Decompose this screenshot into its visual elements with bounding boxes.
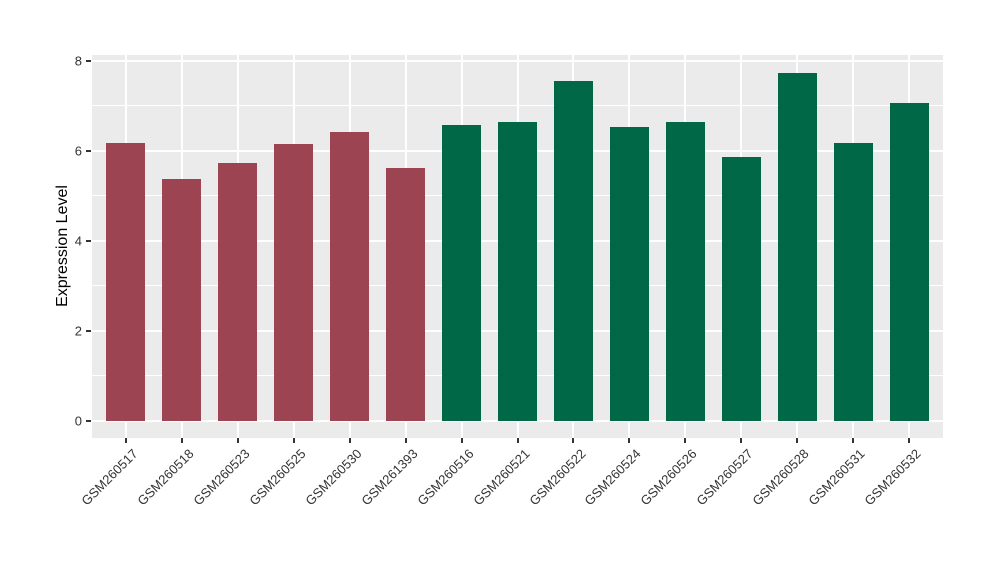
bar bbox=[497, 121, 538, 421]
bar bbox=[105, 142, 146, 421]
bar bbox=[609, 126, 650, 421]
bar bbox=[217, 162, 258, 421]
x-tick-mark bbox=[572, 438, 575, 443]
bar bbox=[833, 143, 873, 421]
x-tick-mark bbox=[516, 438, 519, 443]
y-tick-mark bbox=[86, 59, 91, 62]
y-tick-mark bbox=[86, 239, 91, 242]
y-tick-label: 0 bbox=[74, 413, 82, 429]
x-tick-mark bbox=[124, 438, 127, 443]
y-tick-mark bbox=[86, 419, 91, 422]
x-tick-mark bbox=[740, 438, 743, 443]
x-tick-mark bbox=[348, 438, 351, 443]
bar bbox=[329, 131, 370, 421]
x-tick-mark bbox=[404, 438, 407, 443]
x-tick-label: GSM260528 bbox=[749, 446, 813, 509]
x-tick-label: GSM260521 bbox=[469, 446, 533, 509]
x-tick-mark bbox=[908, 438, 911, 443]
x-tick-label: GSM260523 bbox=[189, 446, 253, 509]
x-tick-mark bbox=[292, 438, 295, 443]
x-tick-label: GSM260530 bbox=[301, 446, 365, 509]
bar bbox=[553, 80, 594, 421]
x-tick-label: GSM260531 bbox=[805, 446, 869, 509]
y-tick-mark bbox=[86, 329, 91, 332]
bar bbox=[721, 156, 762, 421]
y-tick-label: 4 bbox=[74, 233, 82, 249]
x-tick-mark bbox=[628, 438, 631, 443]
x-tick-label: GSM260522 bbox=[525, 446, 589, 509]
x-tick-mark bbox=[236, 438, 239, 443]
x-tick-label: GSM260532 bbox=[861, 446, 925, 509]
plot-panel bbox=[92, 55, 943, 438]
x-tick-mark bbox=[180, 438, 183, 443]
y-tick-label: 6 bbox=[74, 143, 82, 159]
bar bbox=[889, 102, 929, 421]
bar bbox=[161, 178, 202, 421]
x-tick-mark bbox=[852, 438, 855, 443]
x-tick-mark bbox=[796, 438, 799, 443]
x-tick-label: GSM260518 bbox=[133, 446, 197, 509]
x-tick-label: GSM261393 bbox=[357, 446, 421, 509]
y-tick-label: 8 bbox=[74, 53, 82, 69]
bar bbox=[441, 124, 482, 421]
x-tick-mark bbox=[684, 438, 687, 443]
x-tick-label: GSM260517 bbox=[77, 446, 141, 509]
x-tick-label: GSM260527 bbox=[693, 446, 757, 509]
y-tick-label: 2 bbox=[74, 323, 82, 339]
x-tick-mark bbox=[460, 438, 463, 443]
x-tick-label: GSM260524 bbox=[581, 446, 645, 509]
bar bbox=[777, 72, 818, 421]
bar bbox=[273, 143, 314, 421]
y-tick-mark bbox=[86, 149, 91, 152]
x-tick-label: GSM260525 bbox=[245, 446, 309, 509]
x-tick-label: GSM260526 bbox=[637, 446, 701, 509]
x-tick-label: GSM260516 bbox=[413, 446, 477, 509]
bar bbox=[665, 121, 706, 421]
bar bbox=[385, 167, 426, 421]
